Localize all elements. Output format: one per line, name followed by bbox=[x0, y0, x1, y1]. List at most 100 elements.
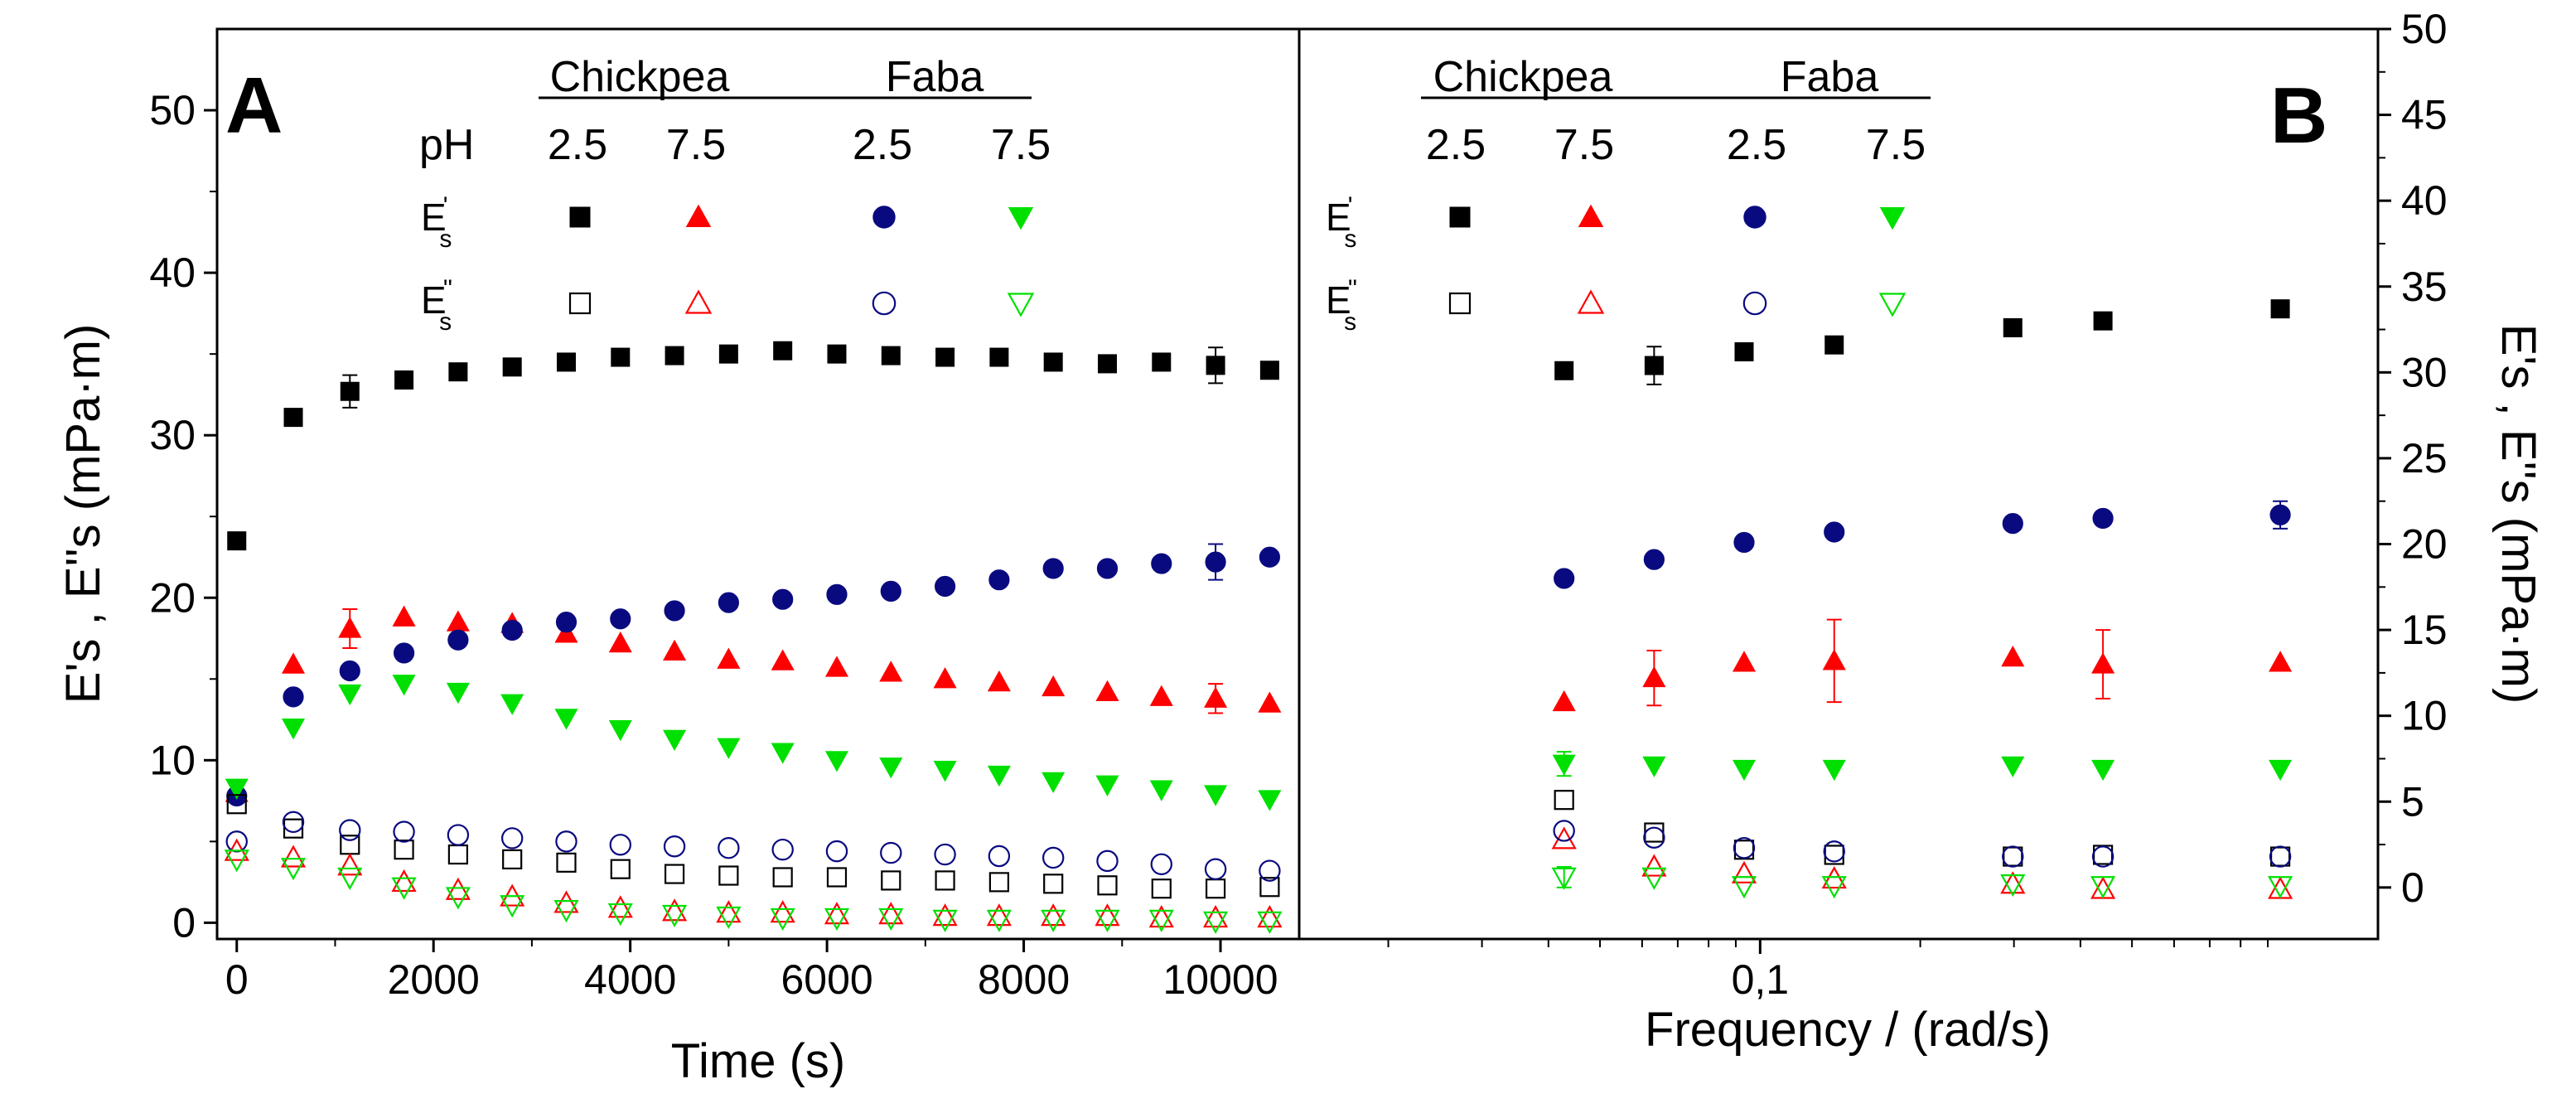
panel-b-series-4-point-6 bbox=[2091, 759, 2115, 782]
panel-a-series-8-point-3 bbox=[337, 867, 363, 890]
panel-a-series-6-point-11 bbox=[770, 900, 795, 923]
panel-a-series-4-point-11 bbox=[771, 743, 795, 764]
panel-a-series-3-point-9 bbox=[664, 600, 685, 622]
panel-b-ytick-label-10: 45 bbox=[2401, 92, 2448, 138]
panel-a-series-4-point-14 bbox=[933, 761, 957, 782]
panel-a-series-7-point-16 bbox=[1042, 846, 1065, 869]
panel-a-series-6-point-10 bbox=[716, 900, 742, 923]
panel-a-series-8-point-7 bbox=[553, 900, 579, 923]
panel-a-series-8-point-18 bbox=[1148, 909, 1174, 932]
panel-a-series-1-point-9 bbox=[665, 346, 684, 365]
panel-a-series-8-point-11 bbox=[770, 907, 795, 931]
panel-a-series-7-point-7 bbox=[555, 830, 578, 853]
panel-b-series-8-point-5 bbox=[2000, 874, 2026, 898]
panel-b-series-5-point-7 bbox=[2269, 846, 2291, 867]
panel-a-series-6-point-12 bbox=[824, 902, 850, 925]
panel-b-series-6-point-2 bbox=[1641, 854, 1667, 877]
panel-a-series-2-point-17 bbox=[1095, 680, 1119, 702]
legend-a-marks bbox=[568, 204, 1035, 317]
panel-b-series-3-point-4 bbox=[1824, 521, 1845, 543]
panel-b-series-6-point-5 bbox=[2000, 871, 2026, 894]
panel-b-series-5-point-5 bbox=[2003, 846, 2023, 867]
panel-a-series-8-point-14 bbox=[932, 909, 958, 932]
panel-b-series-8-point-1 bbox=[1551, 867, 1577, 890]
legend-b-es2-symbol-1 bbox=[1448, 292, 1472, 315]
panel-b-series-2-point-5 bbox=[2001, 646, 2025, 667]
panel-a-series-8-point-13 bbox=[878, 907, 904, 931]
panel-b-series-8 bbox=[1551, 865, 2293, 899]
legend-b-es1-symbol-2 bbox=[1578, 204, 1604, 228]
panel-a-series-1-point-13 bbox=[881, 346, 901, 365]
panel-a-series-1-point-2 bbox=[283, 408, 303, 428]
panel-a-series-6-point-9 bbox=[662, 898, 688, 922]
panel-a-series-4-point-19 bbox=[1204, 785, 1228, 806]
panel-a-series-4-point-5 bbox=[446, 682, 470, 704]
panel-b-series-8-point-4 bbox=[1821, 876, 1847, 899]
panel-b-series-2-point-3 bbox=[1732, 651, 1757, 672]
panel-a-series-6 bbox=[224, 838, 1283, 928]
panel-a-series-3-point-4 bbox=[393, 642, 415, 664]
panel-b-series-4-point-3 bbox=[1732, 759, 1757, 782]
panel-b-series-3 bbox=[1554, 500, 2291, 589]
panel-a-series-1-point-5 bbox=[448, 362, 468, 382]
panel-a-series-7-point-10 bbox=[718, 837, 740, 859]
panel-a-series-6-point-7 bbox=[553, 890, 579, 913]
panel-a-series-4-point-13 bbox=[879, 757, 903, 779]
panel-a-series-5-point-16 bbox=[1043, 874, 1064, 894]
panel-a-series-3-point-18 bbox=[1151, 553, 1172, 574]
panel-a-letter: A bbox=[225, 61, 283, 150]
panel-a-series-8-point-6 bbox=[500, 895, 525, 918]
panel-b-ytick-label-9: 40 bbox=[2401, 177, 2448, 224]
panel-a-series-1-point-11 bbox=[773, 341, 793, 361]
panel-a-series-2-point-11 bbox=[771, 649, 795, 670]
panel-a-series-5-point-7 bbox=[556, 852, 577, 873]
panel-a-series-4-point-18 bbox=[1149, 780, 1173, 801]
panel-b-series-7-point-6 bbox=[2091, 845, 2114, 868]
panel-a-series-1-point-16 bbox=[1043, 352, 1063, 372]
panel-b-ytick-label-8: 35 bbox=[2401, 264, 2448, 310]
panel-a-ytick-label-4: 30 bbox=[149, 412, 196, 458]
panel-b-series-1-point-6 bbox=[2093, 311, 2113, 331]
legend-b-es2-symbol-3 bbox=[1742, 291, 1767, 316]
panel-a-series-8-point-20 bbox=[1257, 911, 1283, 934]
panel-a-series-1-point-17 bbox=[1097, 354, 1117, 374]
panel-a-series-8-point-12 bbox=[824, 907, 850, 931]
panel-a-series-6-point-5 bbox=[445, 877, 471, 900]
panel-b-ytick-label-4: 15 bbox=[2401, 607, 2448, 653]
panel-b-series-8-point-7 bbox=[2268, 876, 2293, 899]
panel-b-series-3-point-2 bbox=[1643, 549, 1665, 570]
panel-b-series-2-point-2 bbox=[1642, 665, 1666, 688]
panel-b-series-2-point-6 bbox=[2091, 652, 2115, 674]
panel-a-series-4-point-17 bbox=[1095, 775, 1119, 796]
panel-a-series-7-point-15 bbox=[988, 845, 1011, 868]
panel-b-series-7 bbox=[1553, 820, 2292, 868]
panel-a-series-4-point-10 bbox=[717, 738, 741, 759]
panel-a-series-5-point-13 bbox=[881, 870, 901, 891]
legend-b-es1-symbol-4 bbox=[1879, 206, 1906, 230]
panel-b-ytick-label-2: 5 bbox=[2401, 778, 2424, 825]
panel-b-ytick-label-11: 50 bbox=[2401, 6, 2448, 52]
panel-a-series-5-point-19 bbox=[1205, 878, 1226, 899]
panel-a-series-5-point-9 bbox=[664, 864, 685, 884]
panel-a-series-5-point-11 bbox=[772, 867, 793, 888]
panel-a-xtick-label-5: 8000 bbox=[978, 956, 1070, 1003]
panel-b-ticks: 0,1 0 5 10 15 20 25 30 35 40 45 50 bbox=[1387, 6, 2448, 1003]
panel-a-series-6-point-18 bbox=[1148, 905, 1174, 928]
legend-b-group-faba: Faba bbox=[1781, 53, 1879, 101]
panel-a-series-1-point-15 bbox=[989, 347, 1009, 367]
panel-a-series-5-point-15 bbox=[988, 872, 1009, 893]
panel-a-ytick-label-6: 50 bbox=[149, 87, 196, 133]
panel-b-series-4-point-5 bbox=[2001, 756, 2025, 777]
panel-a-xtick-label-4: 6000 bbox=[781, 956, 872, 1003]
panel-a-series-5-point-10 bbox=[718, 865, 739, 886]
panel-b-xtick-label-1: 0,1 bbox=[1732, 956, 1790, 1003]
panel-a-series-2 bbox=[225, 605, 1282, 802]
panel-a-series-4-point-1 bbox=[225, 778, 249, 800]
panel-a-series-4-point-6 bbox=[500, 694, 524, 715]
panel-a-series-2-point-12 bbox=[824, 656, 849, 677]
panel-a-legend: Chickpea Faba pH 2.5 7.5 2.5 7.5 E' s E''… bbox=[419, 53, 1051, 336]
legend-b-es1-symbol-1 bbox=[1449, 206, 1471, 228]
panel-a-series-1 bbox=[227, 341, 1279, 551]
panel-b-series-5-point-1 bbox=[1554, 790, 1574, 811]
